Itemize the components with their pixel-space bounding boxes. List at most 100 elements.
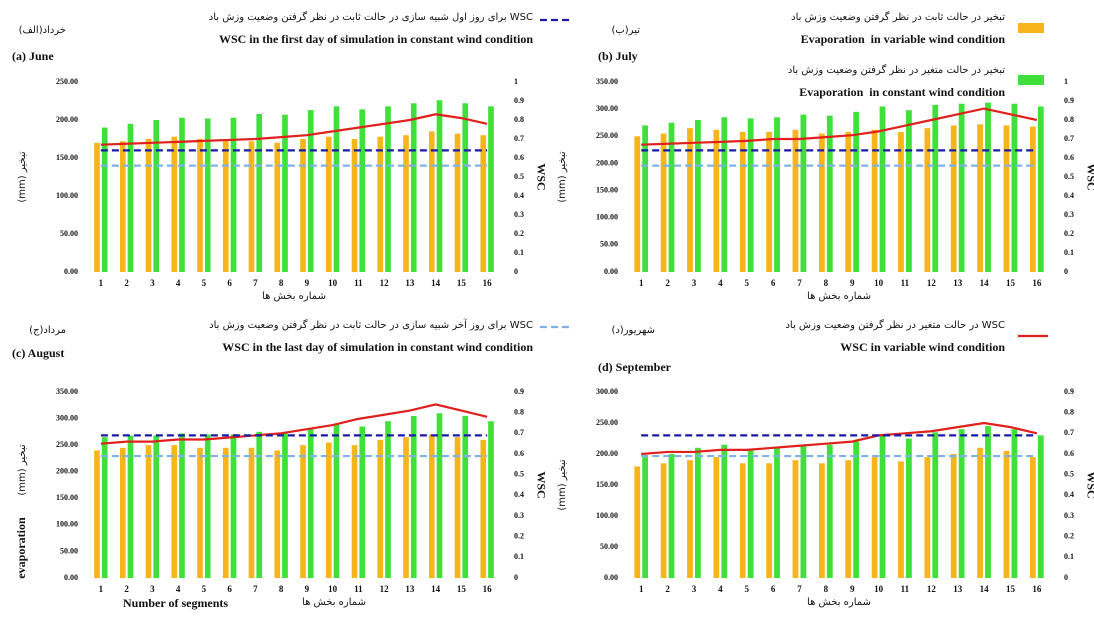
legend-label: Evaporation in variable wind condition (801, 32, 1006, 46)
x-axis-label: شماره بخش ها (262, 291, 326, 302)
x-tick-label: 14 (431, 584, 441, 594)
legend-label: WSC in the first day of simulation in co… (219, 32, 533, 46)
bar (488, 106, 494, 272)
y2-tick-label: 0.5 (514, 469, 524, 478)
y-axis-label: (mm) تبخیر (17, 151, 28, 202)
bar (179, 117, 185, 272)
bar (924, 128, 931, 272)
legend-label-fa: WSC در حالت متغیر در نظر گرفتن وضعیت وزش… (785, 319, 1005, 331)
bar (153, 120, 160, 272)
x-tick-label: 1 (99, 278, 104, 288)
bar (101, 127, 108, 272)
y-tick-label: 250.00 (596, 131, 618, 140)
y-tick-label: 200.00 (596, 449, 618, 458)
x-tick-label: 8 (824, 278, 829, 288)
bar (871, 457, 878, 578)
y2-axis-label: WSC (534, 163, 548, 190)
y2-tick-label: 0.6 (514, 153, 524, 162)
y-tick-label: 50.00 (60, 229, 78, 238)
y-tick-label: 100.00 (56, 520, 78, 529)
bar (403, 437, 409, 578)
bar (985, 102, 991, 272)
y2-axis-label: WSC (1084, 163, 1094, 190)
bar (642, 125, 649, 272)
x-tick-label: 12 (380, 278, 390, 288)
bar (436, 413, 443, 578)
panel-label-fa: شهریور(د) (611, 325, 655, 336)
x-tick-label: 16 (483, 584, 493, 594)
y-tick-label: 50.00 (60, 546, 78, 555)
bar (898, 131, 904, 272)
x-tick-label: 15 (1006, 278, 1016, 288)
bar (333, 423, 340, 578)
x-tick-label: 3 (692, 278, 697, 288)
bar (766, 131, 773, 272)
x-tick-label: 6 (227, 584, 232, 594)
bar (127, 123, 134, 272)
y-tick-label: 200.00 (56, 467, 78, 476)
panel-label-fa: تیر(ب) (611, 25, 640, 36)
y2-tick-label: 0.5 (1064, 172, 1074, 181)
bar (668, 454, 675, 578)
bar (222, 447, 229, 578)
x-tick-label: 11 (354, 584, 363, 594)
y-tick-label: 100.00 (56, 191, 78, 200)
bar (871, 129, 878, 272)
bar (197, 139, 203, 272)
x-tick-label: 16 (1032, 584, 1042, 594)
legend-label-fa: WSC برای روز اول شبیه سازی در حالت ثابت … (209, 11, 533, 23)
x-tick-label: 6 (771, 584, 776, 594)
y2-tick-label: 0 (1064, 267, 1068, 276)
y2-tick-label: 0.2 (514, 531, 524, 540)
bar (1037, 106, 1044, 272)
bar (924, 457, 931, 578)
bar (721, 444, 728, 578)
x-tick-label: 4 (176, 584, 181, 594)
x-tick-label: 14 (980, 278, 990, 288)
y-tick-label: 250.00 (596, 418, 618, 427)
bar (950, 125, 957, 272)
x-tick-label: 10 (328, 584, 338, 594)
y2-tick-label: 0.8 (514, 115, 524, 124)
y2-tick-label: 0.5 (1064, 469, 1074, 478)
bar (905, 438, 912, 578)
x-tick-label: 8 (824, 584, 829, 594)
x-tick-label: 8 (279, 278, 284, 288)
x-tick-label: 14 (431, 278, 441, 288)
y-tick-label: 150.00 (596, 185, 618, 194)
bar (879, 106, 886, 272)
bar (950, 454, 957, 578)
x-tick-label: 7 (797, 278, 802, 288)
x-axis-label: شماره بخش ها (807, 291, 871, 302)
y-tick-label: 0.00 (64, 267, 78, 276)
bar (977, 447, 984, 578)
x-tick-label: 9 (850, 278, 855, 288)
x-tick-label: 15 (1006, 584, 1016, 594)
y2-tick-label: 0.2 (514, 229, 524, 238)
y2-tick-label: 0 (514, 267, 518, 276)
y-axis-label-en: evaporation (14, 517, 28, 579)
bar (204, 434, 211, 578)
x-tick-label: 12 (927, 584, 937, 594)
x-tick-label: 7 (253, 584, 258, 594)
y2-tick-label: 0.6 (1064, 449, 1074, 458)
bar (747, 449, 754, 578)
bar (1011, 103, 1018, 272)
y-tick-label: 0.00 (64, 573, 78, 582)
bar (351, 445, 358, 578)
bar (1003, 450, 1010, 578)
y2-tick-label: 0.9 (1064, 96, 1074, 105)
y2-tick-label: 0.3 (514, 511, 524, 520)
panel-title: (b) July (598, 49, 638, 63)
x-tick-label: 1 (639, 584, 644, 594)
bar (747, 118, 754, 272)
y-tick-label: 100.00 (596, 213, 618, 222)
bar (333, 106, 340, 272)
bar (256, 431, 263, 578)
y2-tick-label: 0.2 (1064, 531, 1074, 540)
x-tick-label: 14 (980, 584, 990, 594)
bar (385, 421, 391, 578)
bar (774, 117, 780, 273)
y2-tick-label: 0.7 (1064, 428, 1074, 437)
y-tick-label: 300.00 (56, 413, 78, 422)
